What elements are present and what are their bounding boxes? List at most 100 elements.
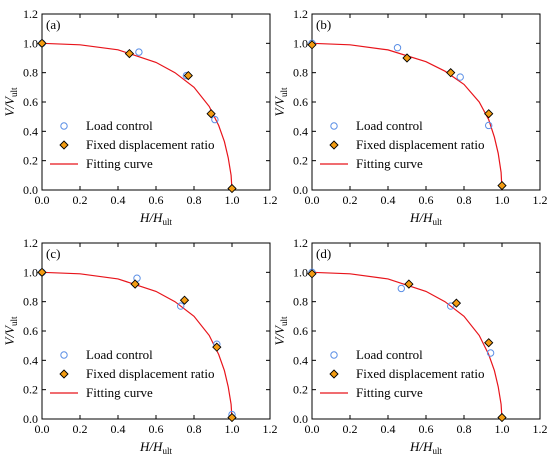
fixed-displacement-point — [179, 295, 190, 305]
y-axis-label: V/Vult — [2, 87, 19, 117]
fitting-curve-line — [41, 42, 233, 191]
fixed-displacement-point — [446, 68, 456, 78]
x-tick-label: 0.4 — [381, 193, 396, 207]
load-control-point — [447, 302, 455, 310]
legend-fixed-displacement-label: Fixed displacement ratio — [86, 137, 215, 152]
x-axis-label: H/Hult — [139, 210, 172, 227]
y-tick-label: 0.8 — [23, 66, 38, 80]
fixed-displacement-point — [227, 412, 237, 423]
chart-panel: 0.0 0.2 0.4 0.6 0.8 1.0 1.2 0.0 0.2 0.4 0.6 0.8 1.0 1… — [272, 236, 548, 456]
y-tick-label: 0.2 — [293, 383, 308, 397]
y-tick-label: 0.2 — [23, 154, 38, 168]
legend-fixed-displacement-marker — [59, 140, 69, 150]
y-tick-label: 0.6 — [293, 324, 308, 338]
x-tick-label: 0.4 — [111, 422, 126, 436]
fixed-displacement-point — [404, 279, 414, 289]
x-tick-label: 0.8 — [187, 193, 202, 207]
fitting-curve-line — [311, 42, 503, 191]
legend-load-control-marker — [330, 351, 338, 359]
y-tick-label: 0.6 — [23, 324, 38, 338]
y-tick-label: 0.4 — [23, 124, 38, 138]
panel-label: (b) — [316, 17, 331, 32]
load-control-point — [211, 115, 219, 124]
fixed-displacement-point — [484, 109, 494, 119]
x-tick-label: 0.2 — [343, 193, 358, 207]
load-control-point — [486, 349, 495, 357]
y-tick-label: 0.0 — [23, 183, 38, 197]
chart-panel: 0.0 0.2 0.4 0.6 0.8 1.0 1.2 0.0 0.2 0.4 0.6 0.8 1.0 1… — [2, 236, 278, 456]
fixed-displacement-point — [124, 48, 135, 59]
legend-fitting-label: Fitting curve — [86, 385, 153, 400]
y-tick-label: 0.6 — [293, 95, 308, 109]
y-tick-label: 1.0 — [293, 265, 308, 279]
x-tick-label: 0.0 — [305, 422, 320, 436]
x-tick-label: 1.2 — [533, 193, 548, 207]
y-tick-label: 1.0 — [23, 265, 38, 279]
y-tick-label: 0.2 — [293, 154, 308, 168]
x-tick-label: 0.6 — [419, 193, 434, 207]
x-tick-label: 0.2 — [73, 193, 88, 207]
legend-fixed-displacement-marker — [329, 140, 339, 150]
x-axis-label: H/Hult — [409, 439, 442, 456]
chart-panel: 0.0 0.2 0.4 0.6 0.8 1.0 1.2 0.0 0.2 0.4 0.6 0.8 1.0 1… — [272, 7, 548, 227]
y-tick-label: 0.4 — [23, 353, 38, 367]
fixed-displacement-point — [497, 180, 507, 191]
legend-fitting-label: Fitting curve — [86, 156, 153, 171]
y-tick-label: 0.0 — [293, 183, 308, 197]
legend-fitting-label: Fitting curve — [356, 385, 423, 400]
legend-fixed-displacement-marker — [59, 369, 69, 379]
x-tick-label: 0.6 — [149, 422, 164, 436]
y-tick-label: 1.0 — [293, 36, 308, 50]
x-tick-label: 0.6 — [149, 193, 164, 207]
fixed-displacement-point — [130, 279, 140, 289]
fixed-displacement-point — [451, 298, 462, 308]
y-tick-label: 1.2 — [23, 7, 38, 21]
legend-fixed-displacement-label: Fixed displacement ratio — [356, 366, 485, 381]
fitting-curve-line — [41, 271, 233, 420]
x-tick-label: 1.0 — [225, 193, 240, 207]
y-tick-label: 0.6 — [23, 95, 38, 109]
y-tick-label: 0.4 — [293, 353, 308, 367]
y-tick-label: 0.0 — [293, 412, 308, 426]
x-axis-label: H/Hult — [409, 210, 442, 227]
fixed-displacement-point — [212, 342, 222, 352]
x-tick-label: 0.4 — [381, 422, 396, 436]
x-tick-label: 0.6 — [419, 422, 434, 436]
legend-fixed-displacement-label: Fixed displacement ratio — [86, 366, 215, 381]
panel-label: (a) — [46, 17, 60, 32]
y-axis-label: V/Vult — [272, 87, 289, 117]
legend-load-control-label: Load control — [356, 118, 423, 133]
x-tick-label: 0.2 — [343, 422, 358, 436]
y-tick-label: 0.0 — [23, 412, 38, 426]
y-tick-label: 0.2 — [23, 383, 38, 397]
fixed-displacement-point — [497, 412, 507, 423]
y-tick-label: 1.2 — [293, 7, 308, 21]
legend-load-control-marker — [330, 122, 338, 130]
y-tick-label: 0.8 — [293, 295, 308, 309]
y-axis-label: V/Vult — [272, 316, 289, 346]
legend-load-control-label: Load control — [86, 118, 153, 133]
x-tick-label: 0.0 — [35, 422, 50, 436]
fixed-displacement-point — [307, 269, 317, 279]
fitting-curve-line — [311, 271, 503, 420]
y-axis-label: V/Vult — [2, 316, 19, 346]
x-tick-label: 0.0 — [305, 193, 320, 207]
x-tick-label: 0.8 — [457, 422, 472, 436]
x-tick-label: 1.2 — [533, 422, 548, 436]
fixed-displacement-point — [402, 53, 412, 63]
fixed-displacement-point — [307, 40, 317, 50]
x-tick-label: 1.2 — [263, 422, 278, 436]
fixed-displacement-point — [484, 338, 494, 348]
load-control-point — [456, 73, 464, 81]
x-tick-label: 1.2 — [263, 193, 278, 207]
x-tick-label: 1.0 — [225, 422, 240, 436]
legend-fitting-label: Fitting curve — [356, 156, 423, 171]
legend-fixed-displacement-label: Fixed displacement ratio — [356, 137, 485, 152]
x-tick-label: 1.0 — [495, 193, 510, 207]
legend-load-control-label: Load control — [356, 347, 423, 362]
legend-load-control-marker — [60, 351, 68, 359]
y-tick-label: 0.4 — [293, 124, 308, 138]
fixed-displacement-point — [37, 267, 47, 277]
